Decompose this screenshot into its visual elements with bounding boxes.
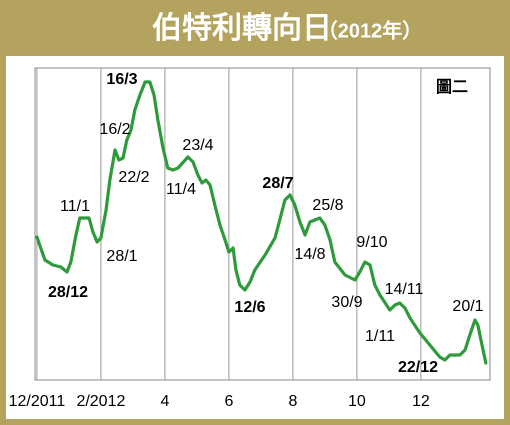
panel-label: 圖二 [436,78,468,96]
x-tick-label: 12 [412,393,430,410]
annotation: 16/2 [99,121,130,138]
annotation: 16/3 [106,71,137,88]
x-tick-label: 6 [224,393,233,410]
annotation: 1/11 [365,328,395,345]
annotation: 14/11 [385,281,424,298]
annotation: 22/2 [118,169,149,186]
annotation: 14/8 [294,246,325,263]
annotation: 9/10 [356,234,387,251]
chart-subtitle: （2012年） [318,18,423,42]
annotation: 28/12 [48,284,88,301]
line [35,80,488,365]
annotation: 28/1 [106,248,137,265]
x-tick-label: 4 [160,393,169,410]
plot-border [34,67,491,381]
annotation: 28/7 [262,175,293,192]
x-tick-label: 12/2011 [9,393,66,410]
annotation: 30/9 [331,294,362,311]
annotation: 25/8 [312,197,343,214]
x-tick-label: 2/2012 [76,393,125,410]
x-tick-label: 8 [288,393,297,410]
annotation: 11/4 [166,181,196,198]
x-tick-label: 10 [348,393,366,410]
annotation: 22/12 [398,359,438,376]
chart-title: 伯特利轉向日 [152,12,332,45]
annotation: 23/4 [182,137,213,154]
annotation: 11/1 [60,198,90,215]
annotation: 12/6 [234,299,265,316]
annotation: 20/1 [452,298,483,315]
